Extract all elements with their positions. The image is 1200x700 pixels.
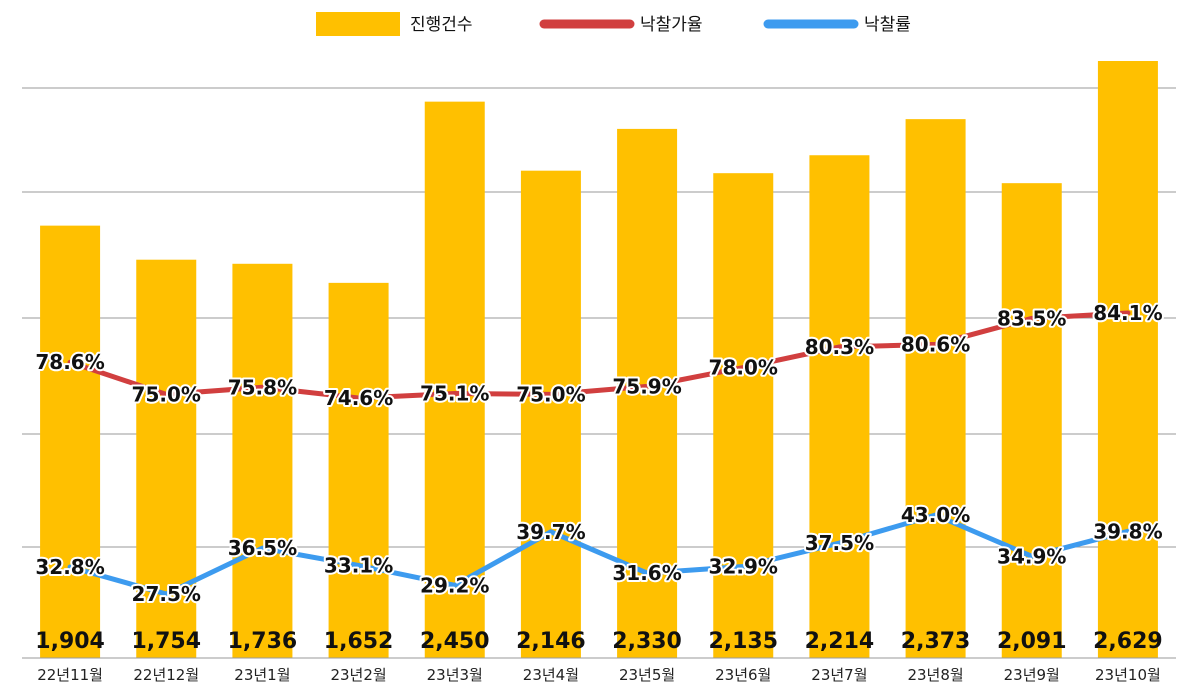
x-tick-label: 23년7월 [811, 666, 867, 684]
bar [520, 170, 581, 659]
bar-value-label: 2,330 [612, 629, 682, 654]
win-rate-value-label: 27.5% [132, 582, 201, 606]
bar [424, 101, 485, 659]
rate-value-label: 80.6% [901, 332, 970, 356]
rate-value-label: 75.8% [228, 375, 297, 399]
bar-value-label: 2,146 [516, 629, 586, 654]
legend: 진행건수 낙찰가율 낙찰률 [316, 12, 911, 36]
win-rate-value-label: 32.9% [709, 554, 778, 578]
x-tick-label: 23년8월 [907, 666, 963, 684]
rate-value-label: 75.1% [420, 382, 489, 406]
rate-value-label: 78.0% [709, 356, 778, 380]
win-rate-value-label: 29.2% [420, 573, 489, 597]
line-series [67, 310, 1131, 597]
rate-value-label: 74.6% [324, 386, 393, 410]
x-tick-label: 22년12월 [133, 666, 199, 684]
bar-value-label: 1,754 [131, 629, 201, 654]
x-axis: 22년11월 22년12월 23년1월 23년2월 23년3월 23년4월 23년5월 23년… [22, 657, 1176, 684]
legend-label-bar: 진행건수 [410, 15, 473, 35]
bar [232, 263, 293, 658]
bar [328, 282, 389, 658]
x-tick-label: 22년11월 [37, 666, 103, 684]
bar-value-label: 2,214 [805, 629, 875, 654]
win-rate-value-label: 39.8% [1093, 519, 1162, 543]
bar-value-label: 2,450 [420, 629, 490, 654]
bar [1097, 61, 1158, 658]
rate-value-label: 80.3% [805, 335, 874, 359]
win-rate-value-label: 34.9% [997, 544, 1066, 568]
x-tick-label: 23년1월 [234, 666, 290, 684]
bar-value-label: 1,904 [35, 629, 105, 654]
bar-value-label: 2,135 [708, 629, 778, 654]
bar-value-label: 1,736 [228, 629, 298, 654]
win-rate-value-label: 32.8% [35, 555, 104, 579]
win-rate-value-label: 33.1% [324, 553, 393, 577]
rate-value-label: 75.0% [132, 382, 201, 406]
x-tick-label: 23년5월 [619, 666, 675, 684]
legend-swatch-bar [316, 12, 400, 36]
win-rate-value-label: 39.7% [516, 520, 585, 544]
rate-value-label: 75.0% [516, 382, 585, 406]
bar [905, 119, 966, 659]
win-rate-value-label: 37.5% [805, 531, 874, 555]
x-tick-label: 23년4월 [523, 666, 579, 684]
bar-value-label: 1,652 [324, 629, 394, 654]
bar [713, 173, 774, 658]
bar [809, 155, 870, 658]
win-rate-value-label: 43.0% [901, 503, 970, 527]
line-nakchal-gayul [67, 310, 1131, 401]
win-rate-value-label: 31.6% [612, 561, 681, 585]
win-rate-value-label: 36.5% [228, 536, 297, 560]
bar [1001, 183, 1062, 658]
rate-value-label: 83.5% [997, 306, 1066, 330]
line-nakchal-ryul [67, 512, 1131, 597]
legend-label-rate: 낙찰가율 [640, 15, 703, 35]
x-tick-label: 23년10월 [1095, 666, 1161, 684]
bar-value-label: 2,373 [901, 629, 971, 654]
gridlines [22, 87, 1176, 548]
bar [40, 225, 101, 659]
x-tick-label: 23년6월 [715, 666, 771, 684]
x-tick-label: 23년9월 [1004, 666, 1060, 684]
rate-value-label: 78.6% [35, 350, 104, 374]
rate-value-label: 75.9% [612, 374, 681, 398]
bar-value-label: 2,629 [1093, 629, 1163, 654]
rate-value-label: 84.1% [1093, 301, 1162, 325]
bar-value-label: 2,091 [997, 629, 1067, 654]
x-tick-label: 23년2월 [330, 666, 386, 684]
bar-series [40, 61, 1158, 659]
x-tick-label: 23년3월 [427, 666, 483, 684]
legend-label-win: 낙찰률 [864, 15, 911, 35]
data-labels: 1,904 1,754 1,736 1,652 2,450 2,146 2,330 2,135… [33, 299, 1164, 654]
